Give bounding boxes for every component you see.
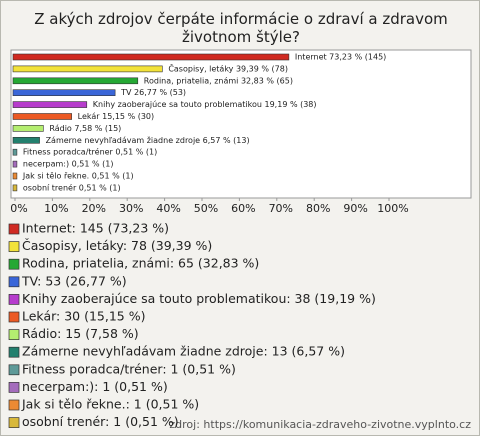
legend-label: Rádio: 15 (7,58 %) xyxy=(22,326,139,341)
x-tick-label: 100% xyxy=(377,202,408,215)
legend-swatch xyxy=(8,399,20,411)
legend-swatch xyxy=(8,294,20,305)
data-label: Zámerne nevyhľadávam žiadne zdroje 6,57 … xyxy=(46,136,250,145)
x-tick-label: 60% xyxy=(231,202,255,215)
bar xyxy=(12,113,72,120)
x-tick-label: 20% xyxy=(82,202,106,215)
legend-swatch xyxy=(8,364,20,376)
bar xyxy=(12,53,290,61)
x-tick-label: 80% xyxy=(306,202,330,215)
bar xyxy=(12,65,163,73)
x-tick-label: 70% xyxy=(269,202,293,215)
legend-label: Časopisy, letáky: 78 (39,39 %) xyxy=(22,238,212,253)
legend-label: Rodina, priatelia, známi: 65 (32,83 %) xyxy=(22,256,259,271)
bar xyxy=(12,148,18,156)
legend-swatch xyxy=(8,382,20,393)
plot-area xyxy=(10,49,472,199)
legend-label: Fitness poradca/tréner: 1 (0,51 %) xyxy=(22,361,236,376)
data-label: Jak si tělo řekne. 0,51 % (1) xyxy=(22,172,134,181)
bar xyxy=(12,137,40,144)
legend-swatch xyxy=(8,417,20,428)
x-tick-label: 40% xyxy=(156,202,180,215)
x-tick-label: 30% xyxy=(119,202,143,215)
legend-label: Zámerne nevyhľadávam žiadne zdroje: 13 (… xyxy=(22,344,345,359)
legend-label: Internet: 145 (73,23 %) xyxy=(22,221,169,236)
data-label: Lekár 15,15 % (30) xyxy=(78,112,154,121)
x-tick-label: 10% xyxy=(44,202,68,215)
legend-label: osobní trenér: 1 (0,51 %) xyxy=(22,414,179,429)
legend-swatch xyxy=(8,346,20,358)
x-tick-label: 90% xyxy=(343,202,367,215)
legend-label: Knihy zaoberajúce sa touto problematikou… xyxy=(22,291,376,306)
bar xyxy=(12,125,44,132)
data-label: Internet 73,23 % (145) xyxy=(295,53,386,62)
legend-swatch xyxy=(8,241,20,252)
data-label: TV 26,77 % (53) xyxy=(120,88,186,97)
legend-label: TV: 53 (26,77 %) xyxy=(21,273,127,288)
bar xyxy=(12,89,116,96)
legend-swatch xyxy=(8,329,20,340)
legend-label: Jak si tělo řekne.: 1 (0,51 %) xyxy=(21,397,199,412)
bar xyxy=(12,77,139,85)
data-label: necerpam:) 0,51 % (1) xyxy=(23,160,114,169)
bar xyxy=(12,184,18,192)
legend-swatch xyxy=(8,258,20,270)
x-tick-label: 50% xyxy=(194,202,218,215)
source: zdroj: https://komunikacia-zdraveho-zivo… xyxy=(169,418,471,431)
data-label: osobní trenér 0,51 % (1) xyxy=(23,182,121,192)
legend-swatch xyxy=(8,276,20,288)
data-label: Rodina, priatelia, známi 32,83 % (65) xyxy=(144,76,293,85)
data-label: Knihy zaoberajúce sa touto problematikou… xyxy=(93,100,317,109)
bar xyxy=(12,172,18,180)
legend-label: Lekár: 30 (15,15 %) xyxy=(22,309,146,324)
legend-label: necerpam:): 1 (0,51 %) xyxy=(22,379,168,394)
legend-swatch xyxy=(8,223,20,235)
data-label: Fitness poradca/tréner 0,51 % (1) xyxy=(23,147,157,157)
chart-title: Z akých zdrojov čerpáte informácie o zdr… xyxy=(34,10,448,46)
data-label: Rádio 7,58 % (15) xyxy=(49,124,121,133)
x-tick-label: 0% xyxy=(10,202,27,215)
bar xyxy=(12,101,88,108)
bar xyxy=(12,160,18,168)
data-label: Časopisy, letáky 39,39 % (78) xyxy=(168,62,288,73)
legend-swatch xyxy=(8,311,20,323)
